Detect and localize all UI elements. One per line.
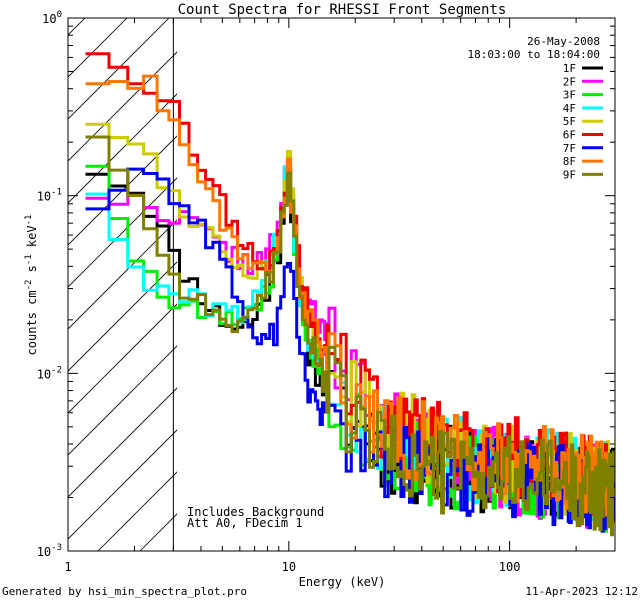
x-tick-label: 1 bbox=[64, 560, 71, 574]
y-tick-label: 10-3 bbox=[37, 543, 62, 559]
hatch-line bbox=[68, 219, 177, 330]
annotation-background: Includes Background bbox=[187, 505, 324, 519]
time-range-label: 18:03:00 to 18:04:00 bbox=[468, 48, 600, 61]
x-axis-label: Energy (keV) bbox=[299, 575, 386, 589]
annotation-attenuator: Att A0, FDecim 1 bbox=[187, 516, 303, 530]
hatch-line bbox=[68, 429, 177, 540]
y-tick-label: 100 bbox=[42, 10, 62, 26]
date-label: 26-May-2008 bbox=[527, 35, 600, 48]
series-layer bbox=[85, 52, 615, 537]
hatch-line bbox=[68, 387, 177, 498]
hatch-line bbox=[68, 18, 128, 78]
legend-label-2F: 2F bbox=[563, 75, 576, 88]
hatch-line bbox=[0, 11, 8, 551]
legend-label-3F: 3F bbox=[563, 89, 576, 102]
legend-label-4F: 4F bbox=[563, 102, 576, 115]
legend-label-1F: 1F bbox=[563, 62, 576, 75]
hatch-line bbox=[68, 93, 177, 204]
footer-generated-by: Generated by hsi_min_spectra_plot.pro bbox=[2, 585, 247, 598]
axis-ticks bbox=[67, 17, 616, 552]
footer-timestamp: 11-Apr-2023 12:12 bbox=[525, 585, 638, 598]
x-tick-label: 100 bbox=[499, 560, 521, 574]
legend-label-5F: 5F bbox=[563, 115, 576, 128]
hatch-line bbox=[68, 177, 177, 288]
hatch-line bbox=[68, 18, 86, 36]
legend-label-9F: 9F bbox=[563, 168, 576, 181]
x-tick-label: 10 bbox=[282, 560, 296, 574]
y-tick-label: 10-1 bbox=[37, 188, 62, 204]
hatch-line bbox=[68, 18, 170, 120]
y-axis-label: counts cm-2 s-1 keV-1 bbox=[24, 215, 39, 356]
chart-title: Count Spectra for RHESSI Front Segments bbox=[178, 2, 507, 18]
y-tick-labels: 100 10-1 10-2 10-3 bbox=[37, 10, 62, 559]
legend-label-7F: 7F bbox=[563, 142, 576, 155]
legend-label-8F: 8F bbox=[563, 155, 576, 168]
plot-frame bbox=[67, 17, 616, 552]
y-tick-label: 10-2 bbox=[37, 365, 62, 381]
x-tick-labels: 1 10 100 bbox=[64, 560, 520, 574]
hatch-line bbox=[68, 51, 177, 162]
series-9F bbox=[85, 135, 615, 537]
legend-label-6F: 6F bbox=[563, 129, 576, 142]
